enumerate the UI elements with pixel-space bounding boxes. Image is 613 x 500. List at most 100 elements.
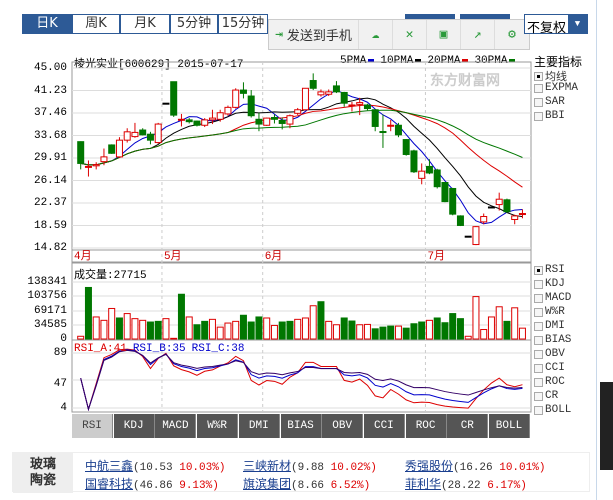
send-to-phone-button[interactable]: ⇥ 发送到手机 [269,20,359,49]
tab-3[interactable]: 5分钟 [170,14,218,34]
save-icon: ▣ [439,27,448,42]
indicator-tab-9[interactable]: CR [447,414,489,438]
candle [449,187,457,216]
fullscreen-button[interactable]: ✕ [393,20,427,49]
stock-link[interactable]: 旗滨集团 [243,477,292,491]
sub-indicator-checkbox[interactable]: KDJ [534,278,565,290]
share-button[interactable]: ↗ [461,20,495,49]
volume-bar [263,317,271,340]
sub-indicator-checkbox[interactable]: CR [534,390,558,402]
indicator-checkbox[interactable]: EXPMA [534,82,578,94]
legend-item: 30PMA [474,55,516,67]
indicator-tab-3[interactable]: W%R [197,414,239,438]
indicator-tab-7[interactable]: CCI [363,414,405,438]
candle [511,214,519,225]
sub-indicator-checkbox[interactable]: RSI [534,264,565,276]
volume-bar [518,327,526,340]
ma-line-10 [80,97,523,218]
candle [363,103,371,111]
stock-link[interactable]: 三峡新材 [243,459,292,473]
sub-indicator-checkbox[interactable]: CCI [534,362,565,374]
stock-link[interactable]: 菲利华 [405,477,442,491]
sub-indicator-checkbox[interactable]: BIAS [534,334,571,346]
sector-stock: 菲利华(28.22 6.17%) [405,477,527,492]
candle [410,149,418,173]
candle [332,81,340,94]
volume-bar [278,321,286,340]
candle [146,131,154,145]
sub-indicator-checkbox[interactable]: BOLL [534,404,571,416]
stock-link[interactable]: 中航三鑫 [85,459,134,473]
volume-bar [449,313,457,340]
checkbox-icon [534,405,543,415]
candle [387,119,395,132]
sub-indicator-checkbox[interactable]: OBV [534,348,565,360]
tab-hidden-2[interactable] [460,14,510,22]
sub-indicator-checkbox[interactable]: DMI [534,320,565,332]
volume-tick: 103756 [27,290,67,303]
volume-bar [301,317,309,340]
rsi-panel [71,339,532,413]
settings-button[interactable]: ⚙ [495,20,529,49]
volume-label: 成交量:27715 [74,270,147,282]
indicator-tab-6[interactable]: OBV [322,414,364,438]
volume-bar [356,324,364,340]
rsi-tick: 47 [53,378,67,390]
tab-hidden-1[interactable] [405,14,455,22]
volume-tick: 0 [60,333,67,346]
volume-bar [201,320,209,340]
stock-link[interactable]: 秀强股份 [405,459,454,473]
indicator-tab-1[interactable]: KDJ [113,414,155,438]
tab-1[interactable]: 周K [72,14,120,34]
indicator-tab-4[interactable]: DMI [238,414,280,438]
volume-bar [239,314,247,340]
tab-2[interactable]: 月K [120,14,170,34]
volume-bar [108,307,116,340]
checkbox-icon [534,335,543,345]
indicator-tab-5[interactable]: BIAS [280,414,322,438]
adjust-select[interactable]: 不复权 ▼ [524,14,588,36]
candle [402,138,410,156]
sub-indicator-checkbox[interactable]: MACD [534,292,571,304]
indicator-tab-2[interactable]: MACD [155,414,197,438]
candle [201,118,209,128]
candle [317,89,325,97]
tab-0[interactable]: 日K [22,14,72,34]
candle [309,73,317,91]
tab-4[interactable]: 15分钟 [218,14,268,34]
indicator-tab-0[interactable]: RSI [72,414,113,438]
side-image [600,382,613,470]
candle [255,112,263,132]
indicator-checkbox[interactable]: SAR [534,96,565,108]
cloud-button[interactable]: ☁ [359,20,393,49]
volume-bar [340,317,348,340]
checkbox-icon [534,83,543,93]
volume-tick: 34585 [33,318,67,331]
volume-bar [433,317,441,340]
watermark: 东方财富网 [430,73,500,89]
sub-indicator-checkbox[interactable]: ROC [534,376,565,388]
indicator-tab-8[interactable]: ROC [405,414,447,438]
rsi-line-6 [80,348,523,412]
volume-bar [480,329,488,340]
volume-bar [487,316,495,340]
sector-label[interactable]: 玻璃陶瓷 [13,453,73,493]
volume-bar [332,324,340,340]
candle [518,209,526,219]
stock-link[interactable]: 国睿科技 [85,477,134,491]
candle [294,107,302,116]
candle [278,117,286,130]
volume-bar [441,322,449,340]
candle [131,122,139,138]
month-label: 4月 [74,250,92,263]
indicator-checkbox[interactable]: BBI [534,110,565,122]
candle [208,109,216,125]
sector-stock: 中航三鑫(10.53 10.03%) [85,459,226,474]
volume-bar [286,320,294,340]
save-button[interactable]: ▣ [427,20,461,49]
sub-indicator-checkbox[interactable]: W%R [534,306,565,318]
checkbox-icon [534,293,543,303]
indicator-tab-10[interactable]: BOLL [489,414,530,438]
indicator-checkbox[interactable]: 均线 [534,68,567,84]
